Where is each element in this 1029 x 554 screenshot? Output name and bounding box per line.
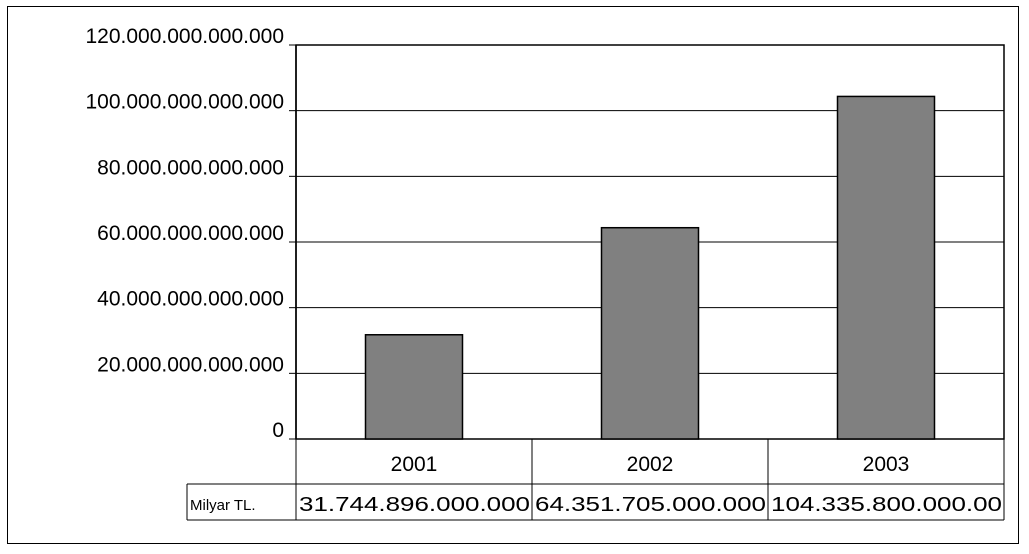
y-tick-label: 0 — [272, 419, 284, 442]
x-tick-label: 2002 — [627, 453, 674, 476]
chart-frame — [7, 6, 1019, 544]
bar-2002 — [600, 226, 700, 440]
y-tick-label: 80.000.000.000.000 — [97, 156, 284, 179]
y-axis: 0 20.000.000.000.000 40.000.000.000.000 60.… — [85, 25, 297, 442]
bar-2001 — [364, 334, 464, 440]
table-row-label: Milyar TL. — [190, 497, 256, 514]
y-tick-label: 120.000.000.000.000 — [85, 25, 284, 48]
data-table: 2001 2002 2003 Milyar TL. 31.744.896.000.000… — [186, 439, 1005, 521]
y-tick-label: 100.000.000.000.000 — [85, 91, 284, 114]
y-tick-label: 60.000.000.000.000 — [97, 222, 284, 245]
table-value-cell: 104.335.800.000.00 — [771, 493, 1002, 516]
table-value-cell: 31.744.896.000.000 — [299, 493, 530, 516]
y-tick-label: 40.000.000.000.000 — [97, 288, 284, 311]
table-value-cell: 64.351.705.000.000 — [535, 493, 766, 516]
bars — [364, 95, 936, 440]
bar-2003 — [836, 95, 936, 440]
y-tick-label: 20.000.000.000.000 — [97, 353, 284, 376]
x-tick-label: 2001 — [391, 453, 438, 476]
x-tick-label: 2003 — [863, 453, 910, 476]
